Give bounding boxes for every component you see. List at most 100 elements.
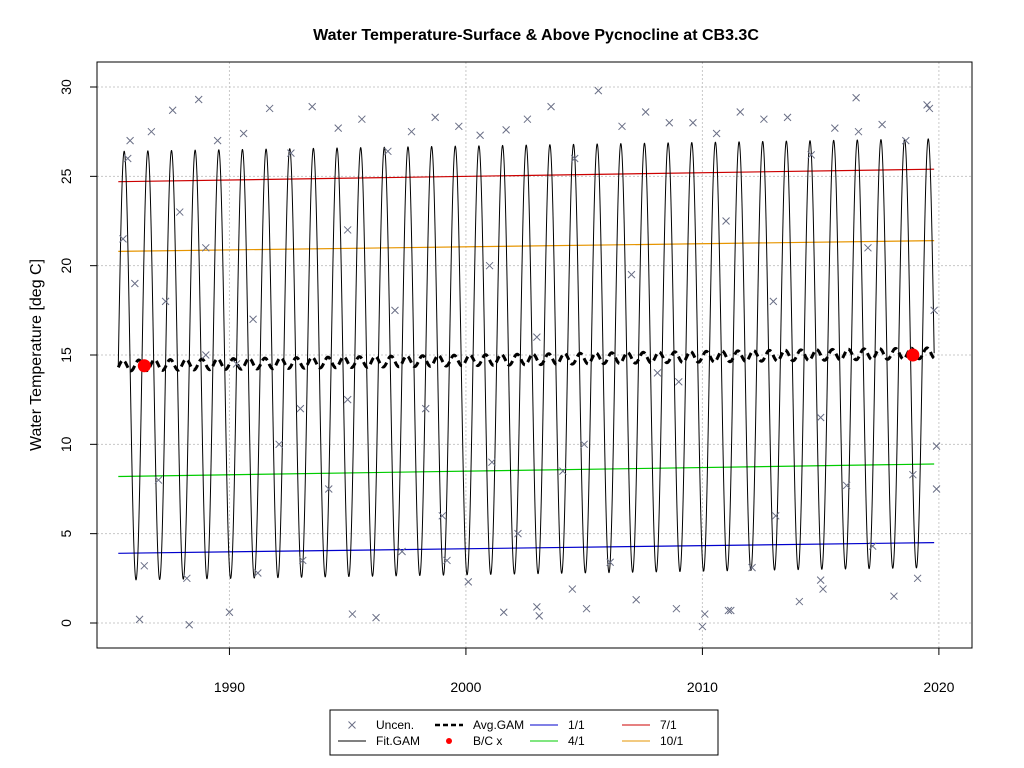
uncensored-point	[324, 485, 333, 493]
uncensored-point	[298, 556, 307, 565]
uncensored-point	[890, 592, 898, 601]
uncensored-point	[724, 606, 733, 615]
uncensored-point	[748, 563, 756, 572]
uncensored-point	[700, 610, 709, 618]
uncensored-point	[736, 108, 745, 116]
uncensored-point	[287, 149, 295, 157]
uncensored-point	[771, 511, 780, 520]
percentile-line-1-1	[118, 541, 935, 554]
legend-item: B/C x	[446, 734, 502, 748]
uncensored-point	[249, 315, 257, 324]
legend-item: 1/1	[530, 718, 585, 732]
uncensored-point	[854, 127, 863, 136]
grid-lines	[97, 62, 972, 648]
legend-label: 7/1	[660, 718, 677, 732]
uncensored-point	[296, 404, 305, 413]
uncensored-point	[769, 297, 778, 306]
y-tick-label: 20	[58, 258, 74, 274]
uncensored-point	[925, 104, 934, 113]
uncensored-point	[559, 467, 567, 475]
uncensored-point	[201, 243, 210, 252]
y-axis-label: Water Temperature [deg C]	[28, 259, 45, 451]
uncensored-point	[689, 118, 697, 127]
legend-dot-symbol	[446, 738, 452, 744]
uncensored-point	[672, 604, 681, 613]
uncensored-point	[225, 608, 234, 617]
uncensored-point	[348, 610, 357, 618]
uncensored-point	[932, 485, 941, 493]
uncensored-point	[239, 129, 248, 138]
legend-item: Uncen.	[348, 718, 414, 732]
uncensored-point	[502, 126, 510, 134]
uncensored-point	[398, 547, 406, 556]
uncensored-point	[499, 608, 508, 617]
legend-box	[329, 709, 719, 756]
percentile-line-4-1	[118, 463, 935, 478]
uncensored-point	[568, 585, 577, 593]
uncensored-point	[232, 360, 241, 368]
y-tick-label: 25	[58, 168, 74, 184]
uncensored-point	[384, 147, 392, 156]
uncensored-point	[358, 115, 366, 124]
uncensored-point	[864, 243, 872, 252]
uncensored-point	[726, 606, 735, 615]
uncensored-point	[343, 226, 352, 234]
uncensored-point	[783, 113, 792, 122]
uncensored-point	[830, 124, 839, 132]
uncensored-point	[485, 261, 494, 270]
uncensored-point	[816, 413, 825, 422]
uncensored-point	[878, 120, 886, 129]
uncensored-point	[147, 127, 156, 136]
uncensored-point	[213, 136, 222, 145]
uncensored-point	[594, 86, 603, 95]
legend-cross-symbol	[348, 721, 356, 729]
x-tick-label: 2010	[687, 679, 718, 695]
uncensored-point	[533, 333, 541, 341]
uncensored-point	[665, 118, 674, 127]
uncensored-point	[175, 208, 184, 216]
legend-item: 4/1	[530, 734, 585, 748]
uncensored-point	[582, 604, 591, 613]
uncensored-point	[161, 297, 170, 306]
uncensored-point	[722, 217, 730, 225]
uncensored-point	[632, 595, 641, 604]
uncensored-point	[443, 556, 451, 565]
uncensored-point	[334, 124, 343, 132]
uncensored-point	[454, 122, 463, 131]
legend-item: Avg.GAM	[435, 718, 524, 732]
percentile-line-10-1	[118, 240, 935, 252]
legend-label: 1/1	[568, 718, 585, 732]
uncensored-point	[201, 351, 210, 359]
uncensored-point	[580, 440, 589, 449]
uncensored-point	[372, 613, 380, 622]
uncensored-point	[343, 395, 352, 404]
legend-label: Avg.GAM	[473, 718, 524, 732]
uncensored-point	[275, 440, 283, 449]
uncensored-point	[253, 569, 262, 577]
uncensored-point	[641, 108, 650, 116]
uncensored-point	[653, 369, 662, 377]
uncensored-point	[618, 122, 626, 131]
uncensored-point	[140, 561, 149, 570]
legend-item: 7/1	[622, 718, 677, 732]
uncensored-point	[913, 574, 922, 583]
uncensored-point	[523, 115, 532, 124]
y-tick-label: 10	[58, 436, 74, 452]
uncensored-point	[535, 611, 544, 620]
uncensored-point	[923, 101, 931, 109]
legend-label: 4/1	[568, 734, 585, 748]
uncensored-point	[816, 576, 825, 584]
uncensored-point	[547, 102, 555, 111]
fit-gam-line	[117, 138, 935, 581]
legend-item: Fit.GAM	[338, 734, 420, 748]
avg-gam-line	[116, 346, 936, 373]
series-layer	[116, 86, 941, 631]
legend: Uncen. Avg.GAM 1/1 7/1 Fit.GAM B/C x 4/1 10/1	[329, 709, 719, 756]
uncensored-point	[819, 585, 827, 593]
uncensored-point	[533, 603, 541, 611]
uncensored-point	[126, 136, 134, 145]
uncensored-point	[698, 622, 707, 631]
uncensored-point	[183, 574, 191, 583]
legend-label: B/C x	[473, 734, 502, 748]
uncensored-point	[154, 476, 163, 484]
